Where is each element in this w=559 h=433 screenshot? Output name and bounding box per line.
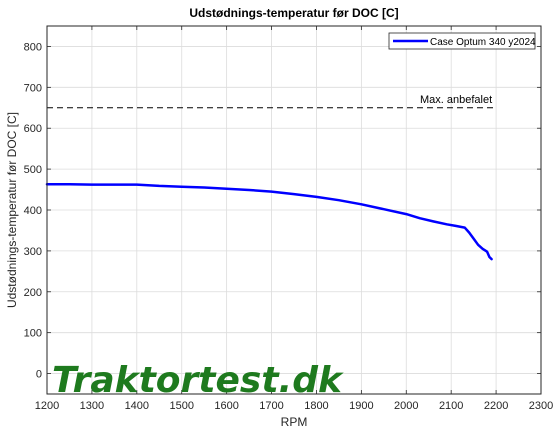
reference-line-label: Max. anbefalet bbox=[420, 94, 492, 106]
series-line bbox=[45, 182, 493, 261]
grid bbox=[47, 26, 541, 394]
legend-entry-label: Case Optum 340 y2024 bbox=[430, 37, 536, 48]
x-tick-label: 1200 bbox=[35, 400, 59, 412]
watermark: Traktortest.dk bbox=[52, 360, 344, 401]
y-tick-label: 100 bbox=[24, 328, 42, 340]
y-tick-label: 700 bbox=[24, 82, 42, 94]
series-group bbox=[45, 182, 493, 261]
y-tick-label: 500 bbox=[24, 164, 42, 176]
y-axis-label: Udstødnings-temperatur før DOC [C] bbox=[5, 112, 19, 308]
x-tick-label: 1900 bbox=[349, 400, 373, 412]
x-axis-label: RPM bbox=[281, 415, 308, 429]
legend: Case Optum 340 y2024 bbox=[388, 32, 536, 50]
x-tick-label: 1300 bbox=[80, 400, 104, 412]
tick-labels: 1200 1300 1400 1500 1600 1700 1800 1900 2000 2100… bbox=[24, 41, 554, 412]
x-tick-label: 1400 bbox=[125, 400, 149, 412]
x-tick-label: 2300 bbox=[529, 400, 553, 412]
legend-box bbox=[388, 32, 536, 50]
ticks bbox=[46, 26, 542, 394]
x-tick-label: 2000 bbox=[394, 400, 418, 412]
x-tick-label: 1800 bbox=[304, 400, 328, 412]
chart-title: Udstødnings-temperatur før DOC [C] bbox=[189, 6, 398, 20]
x-tick-label: 1600 bbox=[214, 400, 238, 412]
x-tick-label: 1700 bbox=[259, 400, 283, 412]
x-tick-label: 2100 bbox=[439, 400, 463, 412]
y-tick-label: 300 bbox=[24, 246, 42, 258]
y-tick-label: 0 bbox=[36, 369, 42, 381]
y-tick-label: 400 bbox=[24, 205, 42, 217]
y-tick-label: 600 bbox=[24, 123, 42, 135]
x-tick-label: 2200 bbox=[484, 400, 508, 412]
y-tick-label: 200 bbox=[24, 287, 42, 299]
x-tick-label: 1500 bbox=[169, 400, 193, 412]
y-tick-label: 800 bbox=[24, 41, 42, 53]
